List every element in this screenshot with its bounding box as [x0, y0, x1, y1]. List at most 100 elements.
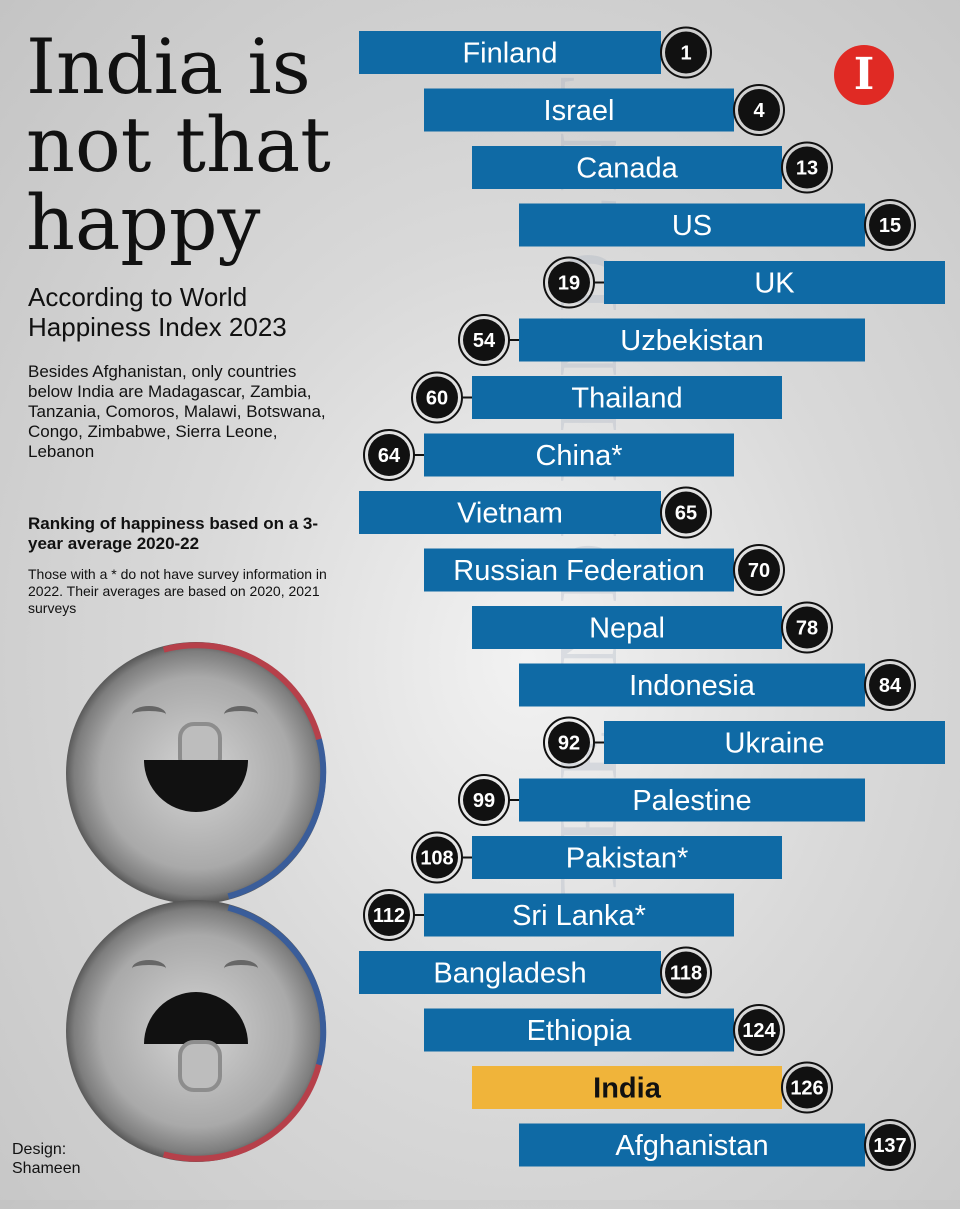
rank-label-ukraine: 92	[558, 733, 580, 755]
rank-badge-pakistan	[416, 836, 458, 879]
rank-badge-indonesia	[869, 664, 911, 706]
rank-label-china: 64	[378, 445, 401, 467]
bar-label-israel: Israel	[544, 95, 615, 127]
bar-palestine	[519, 778, 865, 822]
bar-label-bangladesh: Bangladesh	[433, 958, 586, 990]
can-eye-left	[132, 706, 166, 723]
rank-label-finland: 1	[680, 43, 691, 65]
rank-badge-ring-palestine	[458, 774, 510, 826]
subtitle: According to World Happiness Index 2023	[28, 282, 287, 342]
bar-indonesia	[519, 663, 865, 707]
bar-label-vietnam: Vietnam	[457, 498, 563, 530]
bar-ukraine	[604, 721, 945, 764]
bar-label-sri-lanka: Sri Lanka*	[512, 900, 646, 932]
bar-nepal	[472, 606, 782, 649]
method-text: Ranking of happiness based on a 3-year a…	[28, 514, 318, 553]
bar-uzbekistan	[519, 318, 865, 362]
rank-badge-thailand	[416, 376, 458, 419]
bar-bangladesh	[359, 951, 661, 994]
rank-label-israel: 4	[753, 100, 765, 122]
rank-badge-israel	[738, 89, 780, 131]
rank-label-nepal: 78	[796, 618, 818, 640]
rank-badge-ring-china	[363, 429, 415, 481]
rank-label-thailand: 60	[426, 388, 448, 410]
rank-badge-vietnam	[665, 491, 707, 534]
can-eye-right	[224, 706, 258, 723]
rank-label-canada: 13	[796, 158, 818, 180]
rank-label-indonesia: 84	[879, 675, 902, 697]
rank-badge-sri-lanka	[368, 894, 410, 936]
rank-badge-ring-vietnam	[660, 486, 712, 539]
rank-label-pakistan: 108	[420, 848, 453, 870]
rank-label-vietnam: 65	[675, 503, 697, 525]
bar-india	[472, 1066, 782, 1109]
rank-badge-ring-russian-federation	[733, 544, 785, 596]
rank-badge-ring-nepal	[781, 601, 833, 654]
rank-label-ethiopia: 124	[742, 1020, 776, 1042]
smiling-can-illustration	[17, 594, 375, 952]
rank-badge-afghanistan	[869, 1124, 911, 1166]
bar-label-afghanistan: Afghanistan	[615, 1130, 768, 1162]
bar-china	[424, 433, 734, 477]
bar-us	[519, 203, 865, 247]
bar-label-thailand: Thailand	[571, 383, 682, 415]
rank-badge-nepal	[786, 606, 828, 649]
rank-badge-palestine	[463, 779, 505, 821]
bar-label-nepal: Nepal	[589, 613, 665, 645]
publisher-logo: I	[834, 45, 894, 105]
bar-ethiopia	[424, 1008, 734, 1052]
rank-badge-ring-afghanistan	[864, 1119, 916, 1171]
credit-label: Design:	[12, 1141, 67, 1158]
bar-russian-federation	[424, 548, 734, 592]
bar-label-uzbekistan: Uzbekistan	[620, 325, 763, 357]
can-pull-tab	[178, 1040, 222, 1092]
rank-badge-russian-federation	[738, 549, 780, 591]
rank-badge-ring-canada	[781, 141, 833, 194]
rank-label-uzbekistan: 54	[473, 330, 496, 352]
rank-label-afghanistan: 137	[873, 1135, 906, 1157]
rank-badge-ring-finland	[660, 26, 712, 79]
note-text: Besides Afghanistan, only countries belo…	[28, 362, 326, 461]
rank-badge-ring-indonesia	[864, 659, 916, 711]
rank-badge-ring-uk	[543, 256, 595, 309]
rank-label-palestine: 99	[473, 790, 495, 812]
bar-label-canada: Canada	[576, 153, 678, 185]
rank-badge-ukraine	[548, 721, 590, 764]
bar-label-china: China*	[535, 440, 622, 472]
bar-vietnam	[359, 491, 661, 534]
rank-badge-ring-ethiopia	[733, 1004, 785, 1056]
rank-badge-ring-us	[864, 199, 916, 251]
bar-label-ukraine: Ukraine	[725, 728, 825, 760]
rank-label-sri-lanka: 112	[373, 905, 405, 927]
rank-badge-ethiopia	[738, 1009, 780, 1051]
bar-pakistan	[472, 836, 782, 879]
footnote-text: Those with a * do not have survey inform…	[28, 566, 327, 616]
credit-name: Shameen	[12, 1160, 81, 1177]
rank-label-bangladesh: 118	[670, 963, 702, 985]
rank-label-india: 126	[790, 1078, 823, 1100]
rank-badge-ring-bangladesh	[660, 946, 712, 999]
rank-badge-bangladesh	[665, 951, 707, 994]
rank-badge-ring-thailand	[411, 371, 463, 424]
can-eye-left	[132, 960, 166, 977]
bar-thailand	[472, 376, 782, 419]
bar-label-india: India	[593, 1073, 662, 1105]
rank-label-us: 15	[879, 215, 901, 237]
bar-label-uk: UK	[754, 268, 795, 300]
bar-uk	[604, 261, 945, 304]
bar-canada	[472, 146, 782, 189]
rank-badge-ring-israel	[733, 84, 785, 136]
rank-badge-ring-india	[781, 1061, 833, 1114]
bar-finland	[359, 31, 661, 74]
bar-label-indonesia: Indonesia	[629, 670, 756, 702]
bar-label-ethiopia: Ethiopia	[527, 1015, 633, 1047]
bar-label-pakistan: Pakistan*	[566, 843, 689, 875]
rank-badge-uzbekistan	[463, 319, 505, 361]
bar-sri-lanka	[424, 893, 734, 937]
rank-badge-ring-sri-lanka	[363, 889, 415, 941]
rank-badge-ring-pakistan	[411, 831, 463, 884]
rank-badge-uk	[548, 261, 590, 304]
rank-badge-india	[786, 1066, 828, 1109]
can-eye-right	[224, 960, 258, 977]
